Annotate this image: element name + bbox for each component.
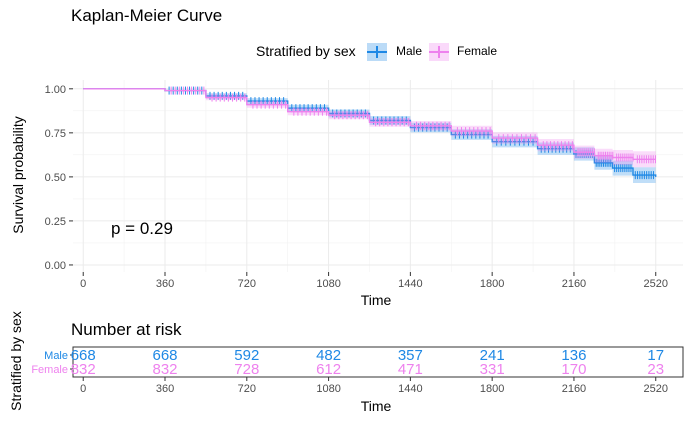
y-tick-label: 0.00 <box>45 260 66 272</box>
risk-count-male: 482 <box>316 347 341 364</box>
risk-count-female: 612 <box>316 361 341 378</box>
risk-count-female: 170 <box>561 361 586 378</box>
risk-x-tick-label: 720 <box>238 383 256 395</box>
legend-label-female: Female <box>457 44 498 58</box>
risk-x-tick-label: 1080 <box>316 383 340 395</box>
risk-x-tick-label: 2520 <box>643 383 667 395</box>
x-axis-label: Time <box>360 292 392 308</box>
x-tick-label: 1080 <box>316 278 340 290</box>
p-value-annotation: p = 0.29 <box>111 219 173 238</box>
risk-count-female: 832 <box>71 361 96 378</box>
legend: Stratified by sex Male Female <box>0 42 690 62</box>
x-tick-label: 0 <box>80 278 86 290</box>
risk-count-female: 832 <box>152 361 177 378</box>
legend-title: Stratified by sex <box>256 43 356 59</box>
survival-line-female <box>83 88 656 160</box>
risk-table-panel <box>72 346 684 378</box>
risk-count-male: 592 <box>234 347 259 364</box>
risk-row-label-male: Male <box>44 350 68 362</box>
risk-table-title: Number at risk <box>71 320 182 339</box>
risk-count-female: 23 <box>647 361 664 378</box>
risk-x-tick-label: 1800 <box>480 383 504 395</box>
risk-table-x-label: Time <box>360 398 392 414</box>
y-tick-label: 0.75 <box>45 128 66 140</box>
risk-x-tick-label: 360 <box>156 383 174 395</box>
risk-count-male: 17 <box>647 347 664 364</box>
x-tick-label: 2520 <box>643 278 667 290</box>
risk-x-tick-label: 2160 <box>562 383 586 395</box>
legend-label-male: Male <box>396 44 423 58</box>
risk-count-male: 357 <box>398 347 423 364</box>
risk-count-male: 136 <box>561 347 586 364</box>
y-tick-label: 0.25 <box>45 216 66 228</box>
y-tick-label: 1.00 <box>45 84 66 96</box>
x-tick-label: 2160 <box>562 278 586 290</box>
chart-title: Kaplan-Meier Curve <box>71 6 223 25</box>
risk-count-male: 668 <box>152 347 177 364</box>
y-tick-label: 0.50 <box>45 172 66 184</box>
risk-count-female: 331 <box>480 361 505 378</box>
plot-panel <box>73 80 683 272</box>
legend-key-male <box>367 43 387 61</box>
x-tick-label: 1440 <box>398 278 422 290</box>
x-tick-label: 720 <box>238 278 256 290</box>
risk-count-female: 471 <box>398 361 423 378</box>
legend-key-female <box>429 43 449 61</box>
x-tick-label: 360 <box>156 278 174 290</box>
risk-count-male: 668 <box>71 347 96 364</box>
risk-row-label-female: Female <box>31 364 68 376</box>
x-tick-label: 1800 <box>480 278 504 290</box>
risk-count-female: 728 <box>234 361 259 378</box>
risk-count-male: 241 <box>480 347 505 364</box>
risk-x-tick-label: 1440 <box>398 383 422 395</box>
risk-x-tick-label: 0 <box>80 383 86 395</box>
risk-table-y-label: Stratified by sex <box>8 311 24 411</box>
